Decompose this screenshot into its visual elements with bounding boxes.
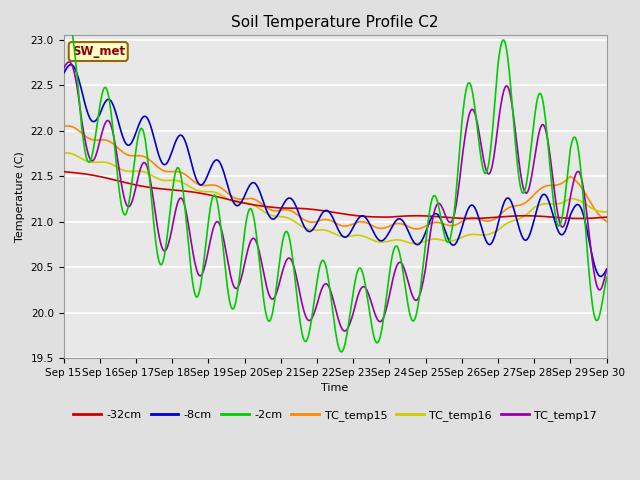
TC_temp15 (603, 219, 611, 225)
TC_temp16 (126, 168, 134, 174)
Line: -8cm: -8cm (63, 65, 607, 276)
-32cm (180, 188, 188, 194)
-8cm (603, 266, 611, 272)
Line: -2cm: -2cm (63, 18, 607, 352)
-8cm (596, 274, 604, 279)
-2cm (210, 192, 218, 198)
TC_temp16 (402, 239, 410, 244)
X-axis label: Time: Time (321, 383, 349, 393)
TC_temp17 (419, 282, 426, 288)
-8cm (70, 64, 78, 70)
TC_temp15 (402, 223, 410, 228)
-2cm (181, 207, 189, 213)
TC_temp15 (412, 226, 420, 232)
TC_temp16 (60, 150, 67, 156)
Title: Soil Temperature Profile C2: Soil Temperature Profile C2 (231, 15, 439, 30)
-8cm (60, 71, 67, 76)
-8cm (210, 159, 218, 165)
-2cm (403, 293, 410, 299)
TC_temp15 (126, 153, 134, 158)
Line: TC_temp15: TC_temp15 (63, 126, 607, 229)
-8cm (402, 223, 410, 228)
-2cm (603, 275, 611, 280)
TC_temp17 (603, 266, 611, 272)
TC_temp17 (60, 66, 67, 72)
-8cm (67, 62, 75, 68)
TC_temp15 (181, 171, 189, 177)
Y-axis label: Temperature (C): Temperature (C) (15, 151, 25, 242)
Line: -32cm: -32cm (63, 172, 607, 218)
Line: TC_temp17: TC_temp17 (63, 62, 607, 331)
Text: SW_met: SW_met (72, 45, 125, 58)
-2cm (63, 15, 71, 21)
TC_temp16 (181, 181, 189, 187)
TC_temp15 (419, 225, 426, 230)
-32cm (70, 170, 77, 176)
-32cm (209, 193, 217, 199)
Legend: -32cm, -8cm, -2cm, TC_temp15, TC_temp16, TC_temp17: -32cm, -8cm, -2cm, TC_temp15, TC_temp16,… (68, 406, 602, 425)
-2cm (60, 24, 67, 30)
-2cm (338, 349, 346, 355)
TC_temp16 (62, 150, 70, 156)
TC_temp16 (411, 240, 419, 246)
-32cm (575, 216, 583, 221)
-32cm (125, 180, 133, 186)
TC_temp17 (126, 203, 134, 209)
Line: TC_temp16: TC_temp16 (63, 153, 607, 243)
TC_temp15 (210, 182, 218, 188)
TC_temp16 (419, 239, 426, 245)
-2cm (126, 193, 134, 199)
-2cm (419, 270, 426, 276)
TC_temp17 (181, 204, 189, 210)
-32cm (603, 214, 611, 220)
-32cm (401, 213, 409, 219)
TC_temp15 (70, 125, 78, 131)
-32cm (60, 169, 67, 175)
TC_temp17 (210, 224, 218, 229)
TC_temp17 (340, 328, 348, 334)
TC_temp16 (210, 189, 218, 195)
TC_temp16 (70, 152, 78, 157)
TC_temp15 (60, 123, 67, 129)
TC_temp17 (70, 69, 78, 74)
TC_temp17 (65, 59, 73, 65)
-8cm (126, 142, 134, 147)
TC_temp17 (403, 273, 410, 279)
-8cm (181, 138, 189, 144)
-8cm (418, 238, 426, 244)
-2cm (70, 44, 78, 50)
TC_temp16 (603, 209, 611, 215)
-32cm (417, 213, 425, 219)
TC_temp15 (63, 123, 71, 129)
